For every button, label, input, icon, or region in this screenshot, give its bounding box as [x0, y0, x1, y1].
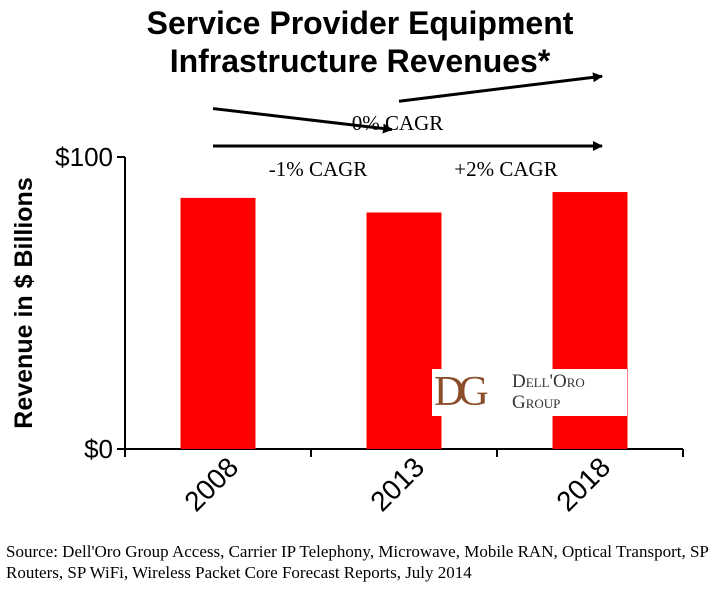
- y-tick-label-0: $0: [84, 434, 113, 464]
- chart-annotations: 0% CAGR -1% CAGR +2% CAGR: [212, 72, 603, 181]
- logo-name-line-2: Group: [512, 392, 561, 413]
- logo-mark: DG: [434, 369, 489, 415]
- bar-2013: [366, 212, 442, 449]
- x-tick-label-2018: 2018: [550, 451, 616, 517]
- chart-title-line-1: Service Provider Equipment: [146, 5, 574, 41]
- y-axis-label: Revenue in $ Billions: [10, 177, 38, 428]
- logo-name-line-1: Dell'Oro: [512, 371, 585, 392]
- logo-name: Dell'Oro Group: [512, 371, 585, 413]
- y-tick-label-1: $100: [55, 142, 113, 172]
- bar-2008: [180, 197, 256, 449]
- x-tick-label-2008: 2008: [178, 451, 244, 517]
- x-tick-label-2013: 2013: [364, 451, 430, 517]
- source-note: Source: Dell'Oro Group Access, Carrier I…: [6, 542, 709, 582]
- chart-title: Service Provider Equipment Infrastructur…: [0, 4, 720, 80]
- arrow-pos2pct-cagr: [398, 72, 603, 103]
- arrow-neg1pct-cagr: [212, 107, 393, 134]
- delloro-logo: DG Dell'Oro Group: [432, 369, 627, 416]
- anno-label-neg1pct-cagr: -1% CAGR: [269, 157, 368, 181]
- chart-labels: $0 $100 Revenue in $ Billions 2008 2013 2018: [10, 142, 616, 517]
- anno-label-pos2pct-cagr: +2% CAGR: [454, 157, 557, 181]
- chart-title-line-2: Infrastructure Revenues*: [169, 43, 551, 79]
- anno-label-0pct-cagr: 0% CAGR: [352, 111, 444, 135]
